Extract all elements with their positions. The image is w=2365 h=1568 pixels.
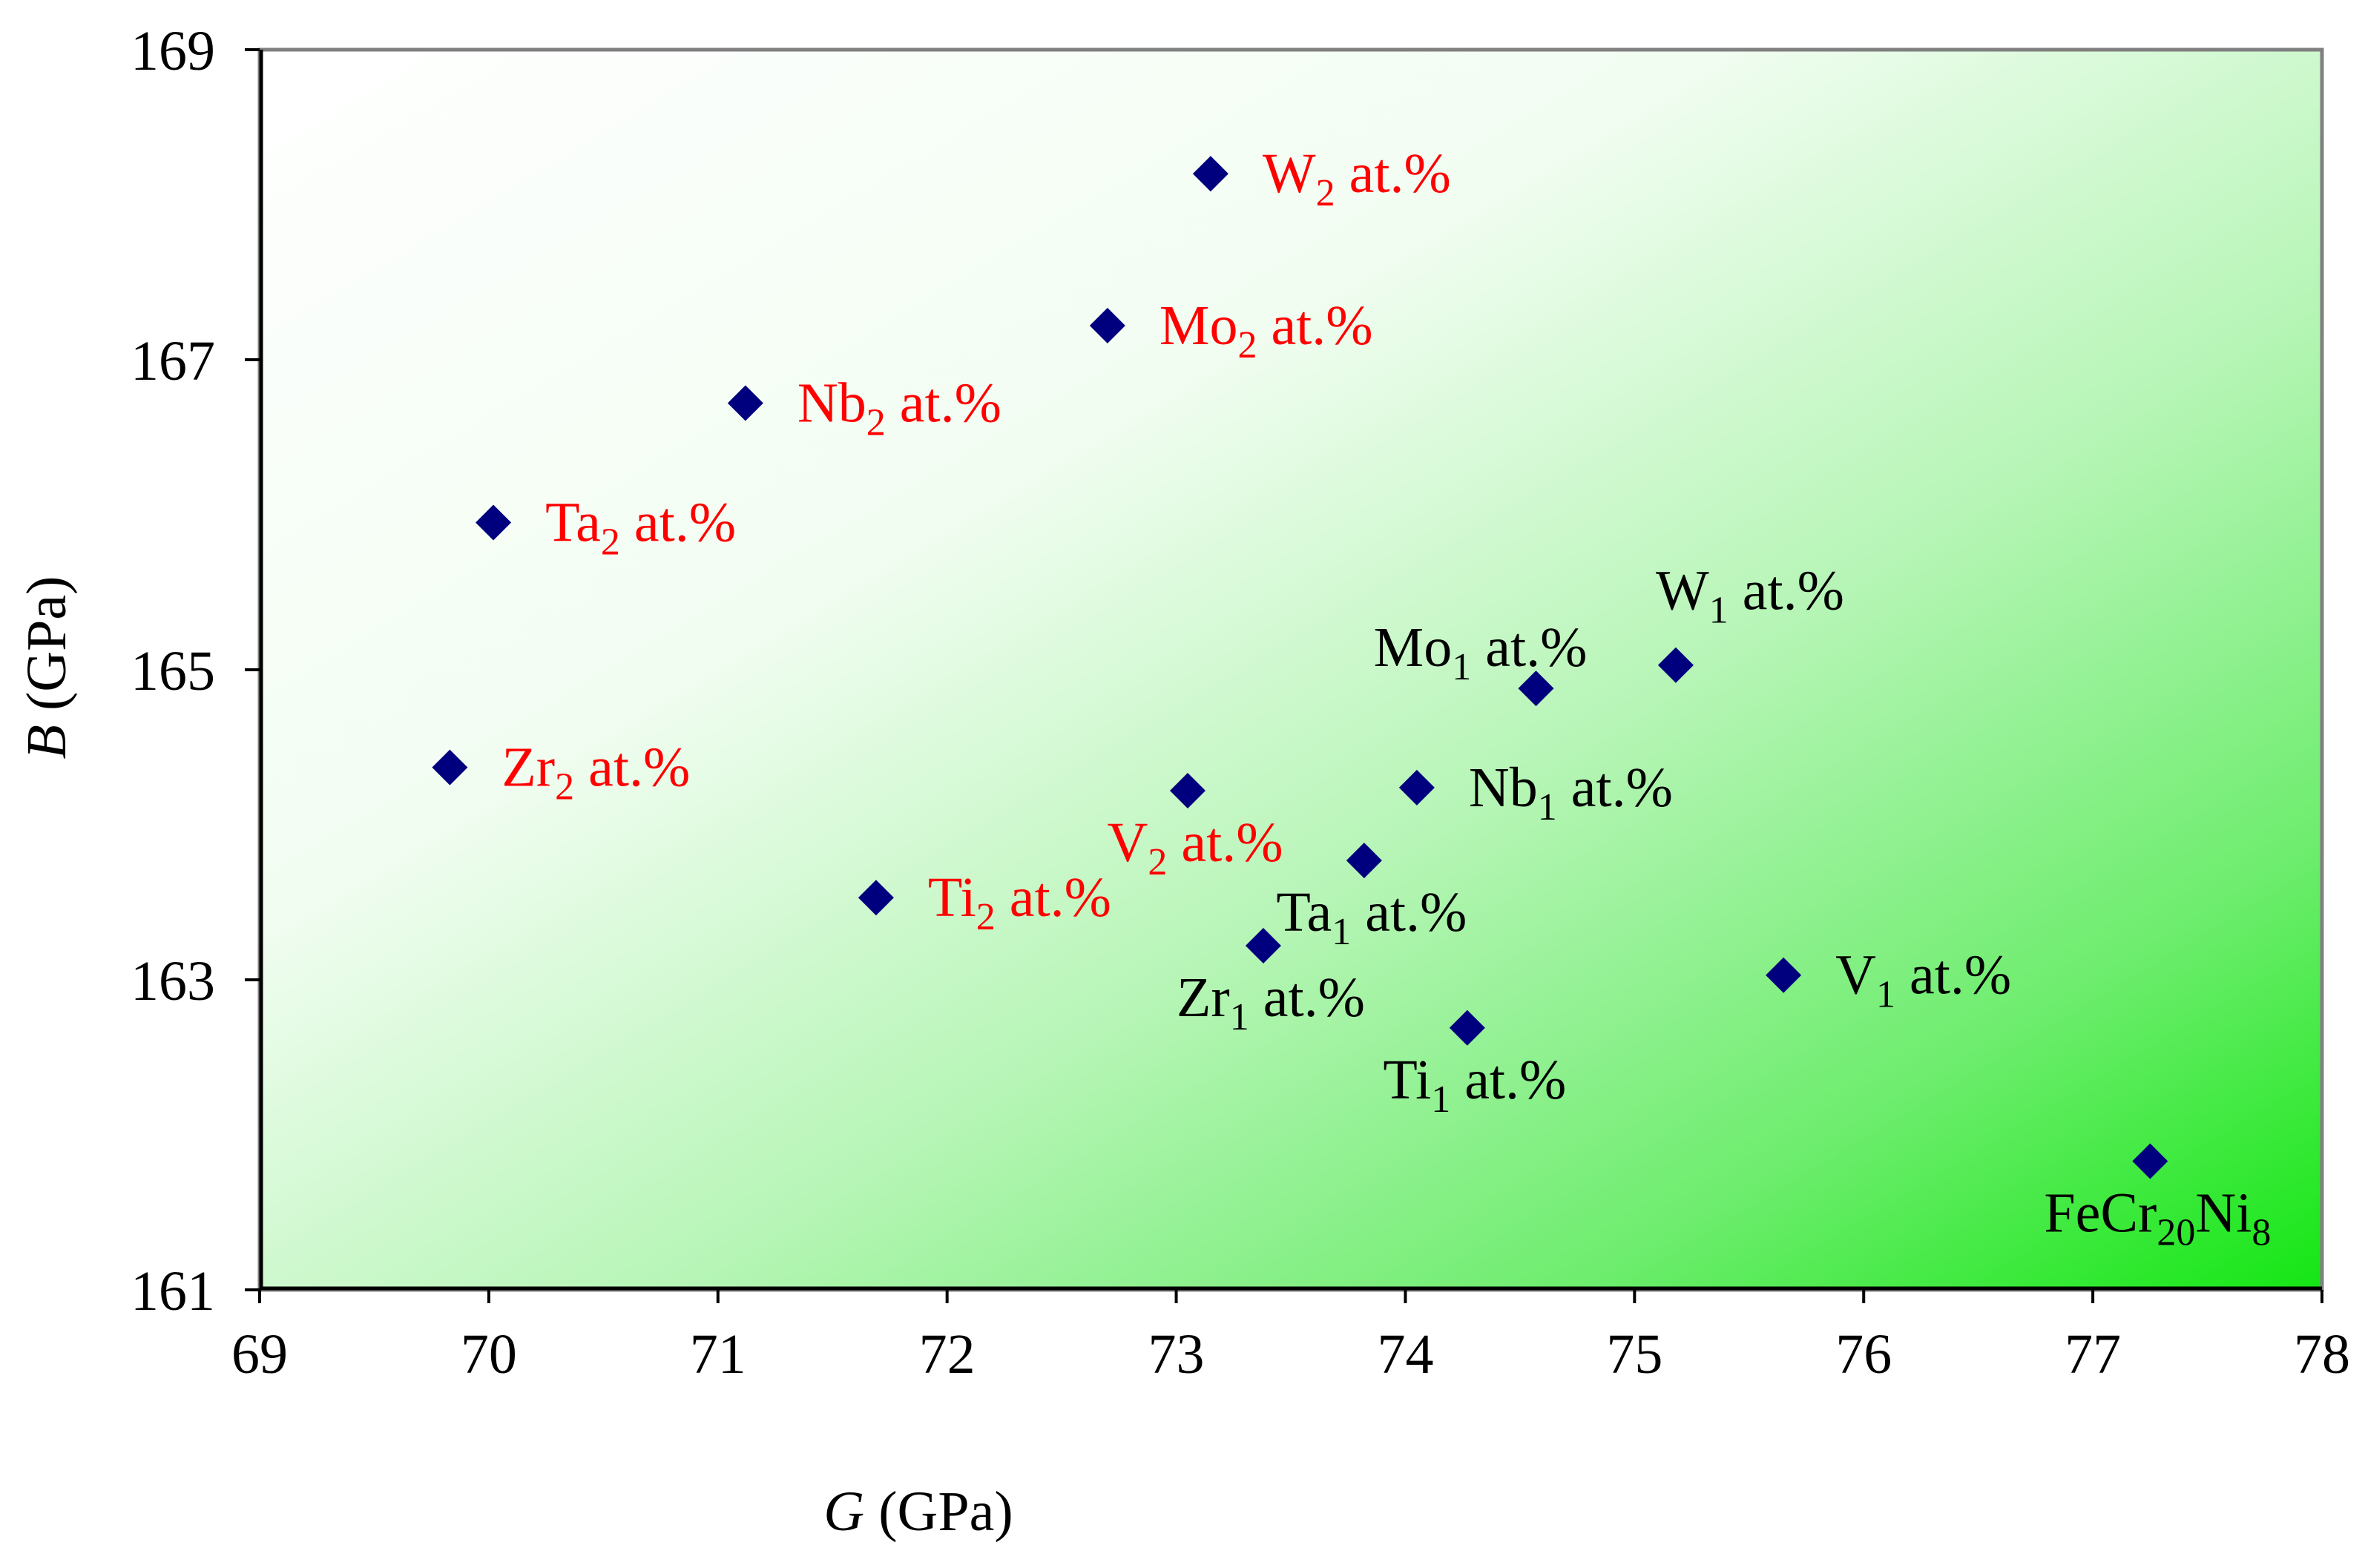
x-tick-label: 72 <box>919 1323 976 1386</box>
x-tick-label: 70 <box>461 1323 517 1386</box>
point-label: Mo1 at.% <box>1374 616 1588 688</box>
data-point <box>1449 1009 1485 1046</box>
y-tick-label: 169 <box>131 20 215 82</box>
x-axis-title: G (GPa) <box>823 1480 1013 1543</box>
data-point <box>1346 843 1382 879</box>
point-label: Ta2 at.% <box>545 491 736 563</box>
data-point <box>2132 1143 2168 1179</box>
data-point <box>1657 647 1694 683</box>
point-label: Mo2 at.% <box>1160 294 1373 366</box>
plot-area <box>260 50 2322 1290</box>
y-axis-title: B (GPa) <box>16 576 78 760</box>
x-axis-ticks: 69 70 71 72 73 74 75 76 77 78 <box>231 1290 2350 1386</box>
point-label: Ti2 at.% <box>928 866 1111 938</box>
y-tick-label: 167 <box>131 330 215 392</box>
y-axis-ticks: 161 163 165 167 169 <box>131 20 260 1322</box>
data-point <box>1398 769 1435 806</box>
point-label: V1 at.% <box>1835 944 2011 1016</box>
point-label: W1 at.% <box>1656 560 1844 632</box>
point-label: Nb1 at.% <box>1469 757 1673 829</box>
x-tick-label: 78 <box>2294 1323 2350 1386</box>
data-point-labels: W2 at.% Mo2 at.% Nb2 at.% Ta2 at.% Zr2 at.% T… <box>501 142 2271 1254</box>
point-label: V2 at.% <box>1107 811 1283 883</box>
y-tick-label: 163 <box>131 950 215 1012</box>
point-label: Zr1 at.% <box>1177 966 1365 1038</box>
point-label: Zr2 at.% <box>501 737 690 808</box>
point-label: Ta1 at.% <box>1276 881 1467 953</box>
x-tick-label: 77 <box>2065 1323 2121 1386</box>
data-point <box>1245 928 1281 964</box>
data-point <box>727 385 763 421</box>
x-tick-label: 69 <box>231 1323 288 1386</box>
data-point <box>858 880 894 916</box>
data-point <box>1170 773 1205 809</box>
x-tick-label: 76 <box>1835 1323 1892 1386</box>
x-tick-label: 73 <box>1148 1323 1205 1386</box>
x-tick-label: 71 <box>690 1323 746 1386</box>
point-label: FeCr20Ni8 <box>2044 1182 2271 1254</box>
x-tick-label: 74 <box>1377 1323 1433 1386</box>
x-tick-label: 75 <box>1606 1323 1662 1386</box>
data-point <box>1518 671 1554 707</box>
data-point <box>432 749 468 785</box>
y-tick-label: 161 <box>131 1260 215 1322</box>
data-point <box>1089 308 1125 344</box>
y-tick-label: 165 <box>131 640 215 702</box>
data-point <box>476 504 512 541</box>
point-label: Ti1 at.% <box>1383 1049 1566 1121</box>
point-label: Nb2 at.% <box>797 372 1001 444</box>
data-points <box>432 156 2168 1179</box>
point-label: W2 at.% <box>1263 142 1451 214</box>
data-point <box>1766 957 1802 993</box>
data-point <box>1192 156 1228 192</box>
